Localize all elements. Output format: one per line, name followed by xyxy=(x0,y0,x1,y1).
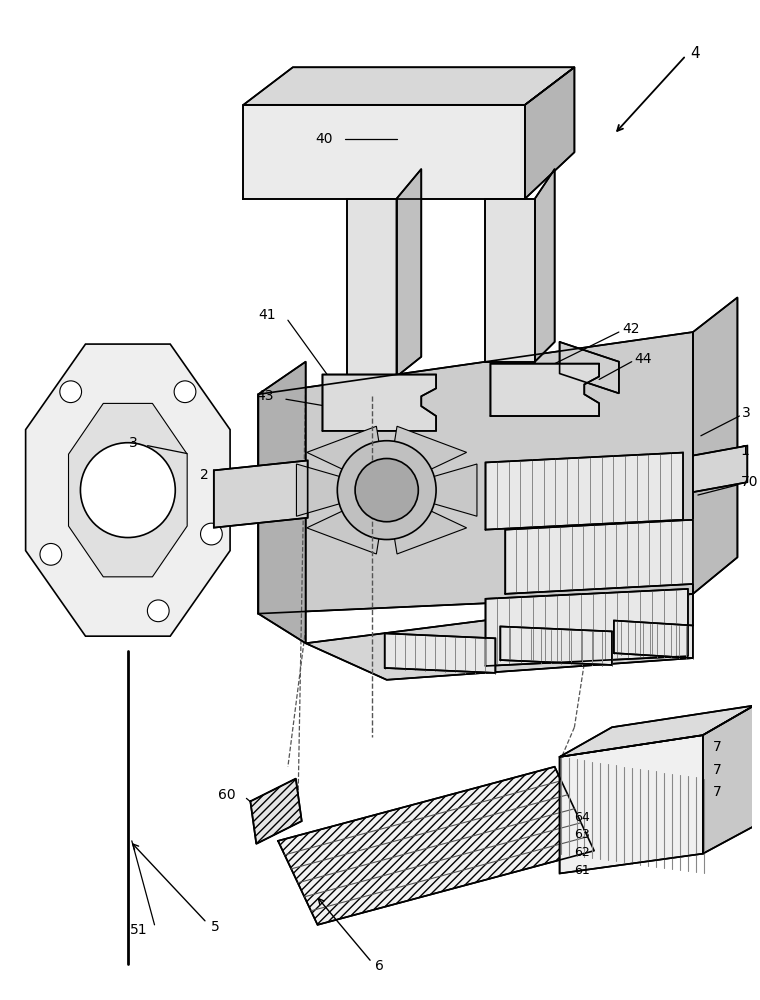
Text: 42: 42 xyxy=(622,322,639,336)
Polygon shape xyxy=(505,520,693,594)
Polygon shape xyxy=(693,446,747,492)
Polygon shape xyxy=(490,364,599,416)
Text: 61: 61 xyxy=(575,864,591,877)
Circle shape xyxy=(40,543,62,565)
Polygon shape xyxy=(243,105,525,199)
Polygon shape xyxy=(243,67,575,105)
Polygon shape xyxy=(347,199,397,377)
Polygon shape xyxy=(296,464,340,516)
Text: 64: 64 xyxy=(575,811,591,824)
Circle shape xyxy=(201,523,222,545)
Text: 1: 1 xyxy=(740,444,749,458)
Polygon shape xyxy=(397,169,421,377)
Polygon shape xyxy=(614,621,693,658)
Text: 3: 3 xyxy=(129,436,138,450)
Text: 63: 63 xyxy=(575,828,591,841)
Text: 7: 7 xyxy=(713,740,721,754)
Text: 44: 44 xyxy=(635,352,652,366)
Polygon shape xyxy=(535,169,555,362)
Text: 40: 40 xyxy=(315,132,332,146)
Polygon shape xyxy=(322,375,436,431)
Text: 3: 3 xyxy=(743,406,751,420)
Polygon shape xyxy=(486,199,535,362)
Polygon shape xyxy=(500,626,612,665)
Polygon shape xyxy=(559,705,754,757)
Text: 70: 70 xyxy=(740,475,758,489)
Text: 4: 4 xyxy=(690,46,700,61)
Circle shape xyxy=(355,459,418,522)
Text: 7: 7 xyxy=(713,763,721,777)
Polygon shape xyxy=(258,332,693,614)
Polygon shape xyxy=(392,426,467,470)
Polygon shape xyxy=(214,460,308,528)
Text: 60: 60 xyxy=(218,788,236,802)
Text: 5: 5 xyxy=(211,920,220,934)
Text: 51: 51 xyxy=(130,923,147,937)
Polygon shape xyxy=(278,767,594,925)
Polygon shape xyxy=(525,67,575,199)
Text: 2: 2 xyxy=(200,468,209,482)
Polygon shape xyxy=(306,594,693,680)
Polygon shape xyxy=(392,510,467,554)
Polygon shape xyxy=(258,362,306,643)
Polygon shape xyxy=(26,344,230,636)
Text: 62: 62 xyxy=(575,846,591,859)
Circle shape xyxy=(174,381,196,403)
Polygon shape xyxy=(307,426,382,470)
Polygon shape xyxy=(486,589,688,666)
Text: 7: 7 xyxy=(713,785,721,799)
Polygon shape xyxy=(693,297,737,594)
Polygon shape xyxy=(434,464,477,516)
Polygon shape xyxy=(68,403,187,577)
Polygon shape xyxy=(250,779,302,844)
Text: 6: 6 xyxy=(375,959,384,973)
Polygon shape xyxy=(703,705,754,854)
Polygon shape xyxy=(307,510,382,554)
Text: 41: 41 xyxy=(258,308,276,322)
Circle shape xyxy=(337,441,436,540)
Polygon shape xyxy=(559,735,703,873)
Polygon shape xyxy=(486,453,683,530)
Text: 43: 43 xyxy=(257,389,274,403)
Polygon shape xyxy=(559,342,619,393)
Circle shape xyxy=(81,443,176,538)
Polygon shape xyxy=(385,633,496,673)
Circle shape xyxy=(60,381,81,403)
Circle shape xyxy=(147,600,169,622)
